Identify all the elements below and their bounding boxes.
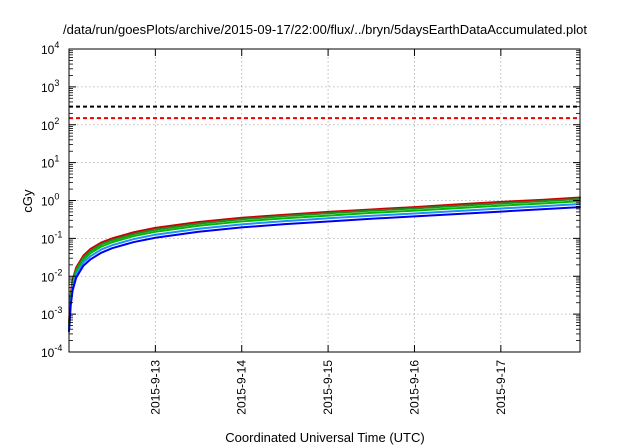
y-tick-exponent: -2: [54, 267, 62, 277]
y-tick-label: 101: [41, 154, 59, 171]
y-tick-label: 100: [41, 192, 59, 209]
y-tick-label: 104: [41, 40, 59, 57]
y-axis-label: cGy: [20, 189, 35, 213]
chart-title: /data/run/goesPlots/archive/2015-09-17/2…: [63, 22, 587, 37]
y-tick-base: 10: [41, 157, 55, 171]
y-tick-exponent: 1: [54, 154, 59, 164]
y-tick-exponent: -1: [54, 229, 62, 239]
x-tick-label: 2015-9-15: [321, 360, 335, 415]
series-line: [68, 196, 581, 324]
y-tick-base: 10: [41, 43, 55, 57]
x-tick-labels: 2015-9-13 2015-9-14 2015-9-15 2015-9-16 2015…: [148, 360, 507, 415]
x-tick-label: 2015-9-13: [148, 360, 162, 415]
y-tick-label: 103: [41, 78, 59, 95]
y-tick-label: 10-2: [41, 267, 62, 284]
series-lines: [68, 196, 581, 333]
y-tick-label: 102: [41, 116, 59, 133]
series-line: [68, 206, 581, 333]
series-line: [68, 202, 581, 331]
axis-ticks: [69, 48, 580, 353]
y-tick-base: 10: [41, 81, 55, 95]
threshold-lines: [69, 105, 580, 120]
x-tick-label: 2015-9-17: [494, 360, 508, 415]
y-tick-exponent: -4: [54, 343, 62, 353]
x-axis-label: Coordinated Universal Time (UTC): [225, 430, 424, 445]
y-tick-exponent: 2: [54, 116, 59, 126]
y-tick-base: 10: [41, 232, 55, 246]
y-tick-base: 10: [41, 119, 55, 133]
y-tick-exponent: 0: [54, 192, 59, 202]
y-tick-base: 10: [41, 195, 55, 209]
y-tick-base: 10: [41, 346, 55, 360]
series-line: [68, 197, 581, 327]
x-tick-label: 2015-9-14: [235, 360, 249, 415]
y-tick-exponent: 3: [54, 78, 59, 88]
grid-lines: [69, 49, 580, 352]
x-tick-label: 2015-9-16: [407, 360, 421, 415]
series-line: [68, 200, 581, 329]
y-tick-label: 10-4: [41, 343, 62, 360]
y-tick-exponent: -3: [54, 305, 62, 315]
y-tick-exponent: 4: [54, 40, 59, 50]
y-tick-label: 10-3: [41, 305, 62, 322]
y-tick-base: 10: [41, 270, 55, 284]
y-tick-label: 10-1: [41, 229, 62, 246]
y-tick-base: 10: [41, 308, 55, 322]
